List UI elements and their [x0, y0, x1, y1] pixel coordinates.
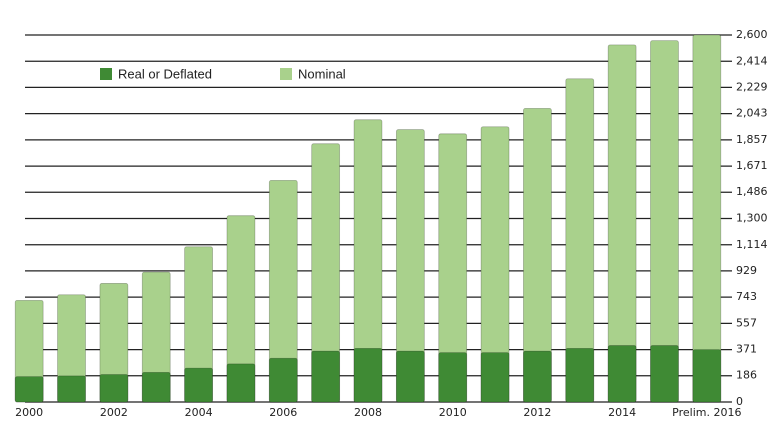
x-tick-label: 2012	[523, 406, 551, 419]
bar	[480, 352, 510, 403]
x-tick-label: 2006	[269, 406, 297, 419]
bar	[141, 371, 171, 403]
x-tick-label: 2010	[439, 406, 467, 419]
bar	[184, 367, 213, 403]
bar	[226, 363, 256, 403]
y-tick-label: 2,229	[736, 80, 768, 93]
bar	[268, 357, 298, 403]
y-tick-label: 1,114	[736, 238, 768, 251]
y-tick-label: 1,857	[736, 133, 768, 146]
x-tick-label: 2000	[15, 406, 43, 419]
y-tick-label: 557	[736, 316, 757, 329]
bar	[692, 34, 722, 403]
legend-label: Nominal	[298, 66, 346, 81]
bar	[99, 374, 129, 403]
y-tick-label: 743	[736, 290, 757, 303]
bar	[438, 352, 468, 403]
bar	[692, 349, 722, 403]
y-tick-label: 1,300	[736, 212, 768, 225]
x-tick-label: 2014	[608, 406, 636, 419]
bar	[650, 345, 679, 403]
y-tick-label: 371	[736, 343, 757, 356]
bar	[607, 345, 637, 403]
y-tick-label: 929	[736, 264, 757, 277]
y-tick-label: 0	[736, 395, 743, 408]
legend-label: Real or Deflated	[118, 66, 212, 81]
x-tick-label: 2004	[185, 406, 213, 419]
legend-swatch	[280, 68, 292, 80]
x-tick-label: Prelim. 2016	[672, 406, 741, 419]
y-tick-label: 1,486	[736, 185, 768, 198]
bar	[353, 347, 383, 403]
bar	[565, 347, 595, 403]
bar	[57, 375, 86, 403]
bar	[395, 350, 425, 403]
bar	[14, 376, 44, 403]
legend-swatch	[100, 68, 112, 80]
y-tick-label: 186	[736, 369, 757, 382]
y-tick-label: 2,043	[736, 107, 768, 120]
bar	[523, 350, 552, 403]
y-tick-label: 2,414	[736, 54, 768, 67]
x-tick-label: 2002	[100, 406, 128, 419]
y-tick-label: 2,600	[736, 28, 768, 41]
x-tick-label: 2008	[354, 406, 382, 419]
y-tick-label: 1,671	[736, 159, 768, 172]
bar	[311, 350, 341, 403]
